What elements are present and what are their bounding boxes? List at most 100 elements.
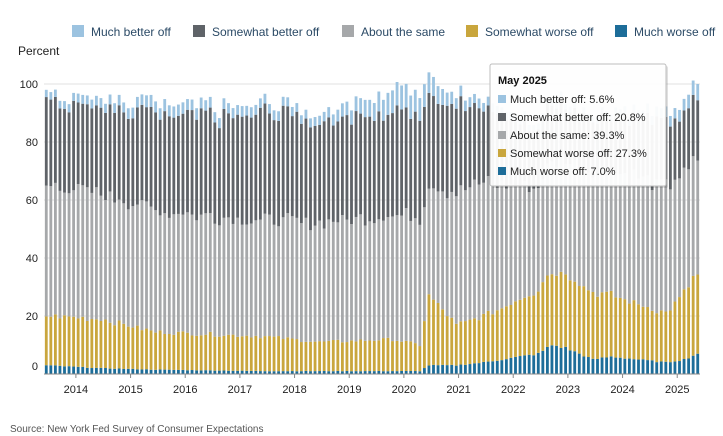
bar-segment [208,96,212,108]
bar-segment [459,364,463,374]
bar-segment [190,214,194,336]
bar-segment [422,106,426,208]
bar-segment [354,216,358,342]
bar-segment [195,220,199,336]
bar-segment [227,113,230,218]
bar-segment [190,370,194,374]
bar-segment [377,340,381,371]
bar-segment [468,364,472,374]
bar-segment [145,201,148,329]
bar-segment [545,346,549,374]
bar-segment [345,219,349,343]
bar-segment [227,103,230,114]
bar-segment [445,105,449,199]
bar-segment [536,291,540,353]
bar-segment [659,310,663,362]
bar-segment [363,99,367,118]
bar-segment [691,156,695,276]
bar-segment [163,99,167,112]
bar-segment [331,221,335,341]
bar-segment [368,116,372,222]
bar-segment [304,118,308,218]
bar-segment [523,297,527,356]
bar-segment [186,370,189,374]
bar-segment [591,177,595,292]
bar-segment [368,221,372,341]
bar-segment [208,331,212,371]
bar-segment [304,370,308,374]
bar-segment [322,341,326,371]
bar-segment [176,115,180,214]
bar-segment [90,319,94,369]
bar-segment [245,370,249,374]
bar-segment [682,110,686,168]
tooltip-item: Somewhat better off: 20.8% [510,112,646,124]
bar-segment [600,166,604,293]
bar-segment [668,115,672,127]
bar-segment [222,335,226,371]
y-tick-label: 60 [26,195,38,207]
bar-segment [486,96,490,106]
bar-segment [527,354,531,374]
tooltip-swatch [498,149,506,157]
bar-segment [491,314,495,362]
bar-segment [614,297,618,358]
bar-segment [281,217,285,340]
bar-segment [204,100,208,111]
bar-segment [409,118,413,221]
bar-segment [395,82,399,106]
bar-segment [363,117,367,226]
bar-segment [204,110,208,214]
bar-segment [473,363,476,374]
bar-segment [231,370,235,374]
bar-segment [568,280,572,351]
bar-segment [90,108,94,193]
bar-segment [154,332,158,370]
bar-segment [44,185,48,317]
bar-segment [268,371,271,374]
bar-segment [605,291,609,358]
bar-segment [473,103,476,180]
bar-segment [44,365,48,374]
x-tick-label: 2015 [118,384,142,396]
bar-segment [637,304,640,360]
bar-segment [249,337,253,371]
bar-segment [272,224,276,337]
bar-segment [605,357,609,374]
bar-segment [268,214,271,337]
bar-segment [568,163,572,281]
bar-segment [81,316,85,367]
bar-segment [377,370,381,374]
bar-segment [331,114,335,126]
bar-segment [126,209,130,327]
bar-segment [313,125,317,226]
bar-segment [58,190,62,319]
bar-segment [687,169,691,288]
bar-segment [122,203,126,324]
bar-segment [217,370,221,374]
bar-segment [172,106,176,118]
bar-segment [418,120,422,225]
bar-segment [668,189,672,311]
bar-segment [386,337,390,372]
bar-segment [673,361,677,374]
bar-segment [231,108,235,119]
legend-swatch [342,25,354,37]
bar-segment [454,365,458,374]
bar-segment [568,350,572,374]
bar-segment [482,361,486,374]
bar-segment [213,336,217,371]
bar-segment [327,340,331,372]
bar-segment [227,217,230,335]
bar-segment [94,319,98,368]
bar-segment [313,225,317,342]
x-tick-label: 2022 [501,384,525,396]
bar-segment [618,174,622,298]
bar-segment [268,104,271,114]
bar-segment [477,320,481,364]
bar-segment [249,117,253,224]
bar-segment [340,371,344,374]
bar-segment [172,214,176,335]
bar-segment [532,355,536,374]
bar-segment [413,371,417,374]
